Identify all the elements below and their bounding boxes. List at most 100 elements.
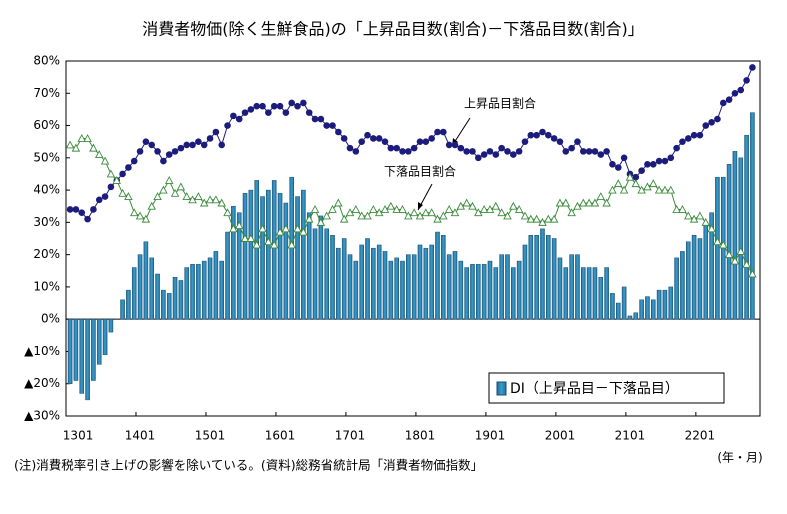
bar — [557, 257, 563, 320]
line-marker — [632, 173, 640, 181]
line-marker — [241, 109, 249, 116]
bar — [178, 280, 184, 320]
bar — [691, 235, 697, 320]
line-marker — [386, 201, 396, 210]
line-marker — [129, 208, 139, 217]
line-marker — [147, 201, 156, 210]
bar — [569, 254, 574, 320]
line-marker — [638, 167, 645, 175]
line-marker — [631, 179, 641, 188]
bar — [225, 231, 230, 320]
line-marker — [603, 148, 610, 155]
line-marker — [597, 151, 605, 158]
line-marker — [654, 185, 664, 194]
x-tick-label: 1601 — [265, 429, 296, 443]
bar — [108, 318, 114, 333]
bar — [493, 267, 499, 320]
line-marker — [316, 217, 326, 226]
line-marker — [468, 201, 477, 210]
line-marker — [83, 134, 92, 142]
line-marker — [608, 185, 617, 194]
line-marker — [696, 131, 704, 139]
line-marker — [445, 141, 453, 149]
line-marker — [282, 109, 290, 116]
line-marker — [660, 185, 670, 194]
bar — [423, 247, 429, 320]
line-marker — [749, 64, 756, 71]
line-marker — [702, 122, 710, 129]
line-marker — [579, 148, 587, 155]
line-marker — [625, 172, 635, 181]
line-marker — [655, 157, 663, 165]
bar — [452, 251, 458, 320]
bar — [417, 244, 423, 320]
bar — [528, 235, 534, 320]
line-marker — [363, 211, 372, 220]
bar — [213, 251, 219, 320]
y-tick-label: 40% — [33, 183, 60, 197]
line-marker — [322, 211, 331, 220]
x-axis-unit: (年・月) — [717, 451, 762, 465]
line-marker — [141, 214, 151, 223]
line-marker — [352, 148, 360, 155]
bar — [190, 264, 195, 320]
bar — [505, 254, 510, 320]
line-marker — [170, 188, 180, 197]
line-marker — [596, 192, 606, 200]
bar — [441, 235, 446, 320]
line-marker — [591, 148, 599, 155]
bar — [668, 286, 674, 320]
line-marker — [730, 256, 740, 265]
line-marker — [164, 175, 174, 184]
y-tick-label: ▲30% — [24, 409, 60, 423]
line-marker — [649, 160, 657, 168]
line-marker — [275, 227, 285, 236]
line-marker — [264, 237, 273, 246]
line-marker — [504, 148, 511, 155]
line-marker — [124, 192, 133, 200]
line-marker — [246, 234, 256, 242]
bar — [365, 238, 370, 320]
bar — [633, 312, 639, 320]
line-marker — [177, 144, 185, 152]
line-marker — [509, 201, 518, 210]
line-marker — [101, 193, 109, 200]
line-marker — [609, 160, 616, 168]
bar — [330, 235, 335, 320]
line-marker — [276, 102, 284, 110]
line-marker — [713, 237, 722, 246]
line-marker — [234, 221, 244, 230]
line-marker — [416, 138, 424, 145]
bar — [306, 212, 312, 320]
bar — [650, 299, 656, 320]
line-marker — [731, 89, 739, 97]
line-marker — [579, 198, 588, 207]
line-marker — [463, 148, 470, 155]
bar — [487, 260, 493, 320]
line-marker — [474, 208, 483, 217]
line-marker — [673, 144, 680, 152]
line-marker — [486, 148, 494, 155]
line-marker — [130, 157, 138, 165]
bar — [271, 180, 277, 320]
line-marker — [503, 211, 512, 220]
bar — [283, 202, 289, 320]
line-marker — [176, 182, 186, 191]
line-marker — [573, 201, 582, 210]
line-marker — [269, 240, 279, 249]
line-marker — [195, 138, 202, 145]
line-marker — [335, 128, 342, 136]
bar — [744, 134, 749, 320]
line-marker — [498, 144, 505, 152]
bar — [738, 157, 744, 320]
line-marker — [539, 128, 546, 136]
bar — [85, 318, 90, 401]
y-tick-label: 50% — [33, 150, 60, 164]
line-marker — [323, 122, 330, 129]
y-tick-label: ▲20% — [24, 376, 60, 390]
line-marker — [136, 148, 144, 155]
line-marker — [439, 211, 448, 220]
bar — [400, 260, 405, 320]
line-marker — [119, 170, 126, 178]
line-marker — [421, 208, 431, 217]
